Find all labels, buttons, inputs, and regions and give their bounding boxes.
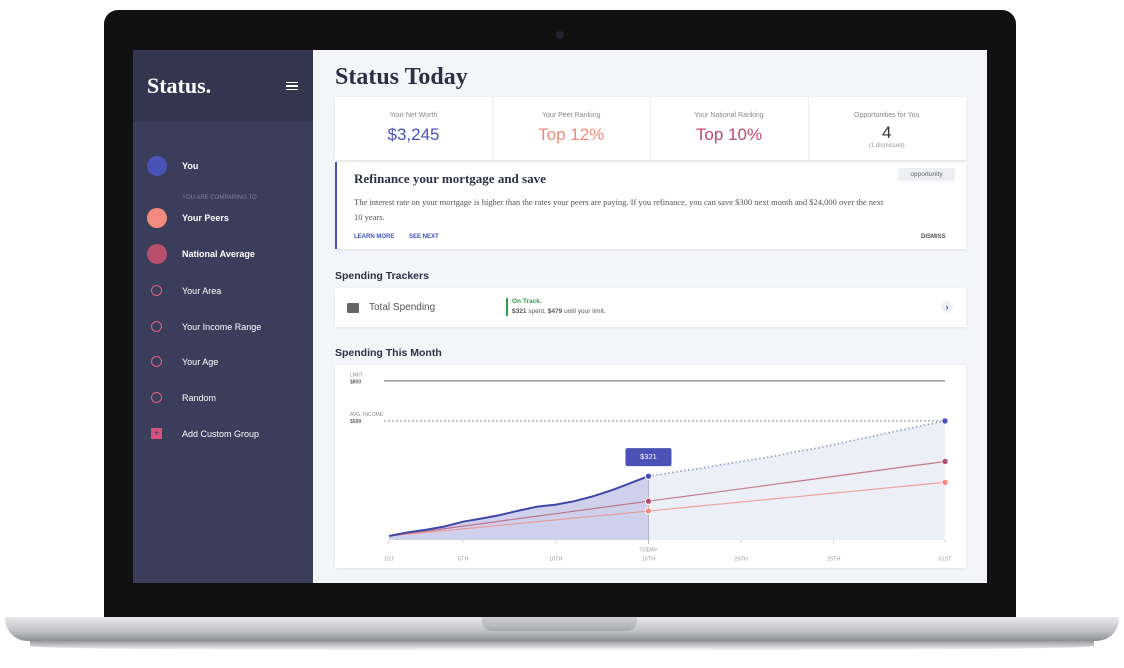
action-link[interactable]: SEE NEXT: [409, 234, 439, 240]
tracker-status: On Track.: [512, 298, 542, 305]
stat: Your National Ranking Top 10%: [651, 97, 809, 160]
opportunity-tag: opportunity: [898, 168, 955, 181]
sidebar-header: [133, 50, 313, 122]
group-dot[interactable]: [151, 285, 162, 296]
series-dot[interactable]: [147, 208, 167, 228]
tracker-icon: [347, 303, 359, 313]
group-dot[interactable]: [151, 320, 162, 332]
chart-card: [335, 365, 966, 568]
sidebar-item[interactable]: Your Area: [182, 286, 222, 296]
stat: Your Net Worth $3,245: [335, 97, 493, 160]
laptop-notch: [482, 617, 637, 631]
amount: $479: [547, 308, 563, 315]
tracker-card[interactable]: [335, 288, 966, 327]
stat-label: Your Net Worth: [389, 112, 438, 119]
opportunity-card: [335, 162, 966, 249]
text: spent,: [526, 308, 548, 315]
stat: Opportunities for You 4 (1 dismissed): [808, 97, 965, 160]
sidebar-item[interactable]: Random: [182, 393, 217, 404]
sidebar-item[interactable]: Your Income Range: [182, 321, 262, 332]
series-dot[interactable]: [147, 244, 167, 264]
stat-value: Top 10%: [695, 125, 763, 144]
sidebar-label: YOU ARE COMPARING TO: [182, 195, 257, 201]
sidebar-item[interactable]: Your Peers: [182, 213, 229, 223]
menu-bar: [286, 85, 298, 87]
group-dot[interactable]: [151, 356, 162, 368]
series-dot[interactable]: [147, 156, 167, 176]
chevron[interactable]: ›: [941, 301, 953, 313]
laptop-shadow: [30, 641, 1094, 651]
sidebar-item[interactable]: You: [182, 161, 199, 171]
section-heading: Spending Trackers: [335, 270, 429, 282]
stat-label: Your National Ranking: [694, 112, 764, 119]
amount: $321: [512, 308, 527, 315]
stat-label: Opportunities for You: [854, 112, 920, 119]
stat-value: Top 12%: [538, 125, 605, 144]
action-link[interactable]: LEARN MORE: [354, 234, 395, 240]
menu-icon[interactable]: [286, 82, 298, 90]
tracker-name: Total Spending: [369, 302, 436, 313]
stat-value: 4: [882, 123, 892, 142]
dismiss-link[interactable]: DISMISS: [921, 234, 946, 240]
section-heading: Spending This Month: [335, 347, 442, 359]
tracker-bar: [506, 298, 508, 316]
sidebar-item[interactable]: Your Age: [182, 357, 219, 368]
sidebar: [133, 50, 313, 583]
stat: Your Peer Ranking Top 12%: [493, 97, 651, 160]
stat-value: $3,245: [387, 125, 440, 144]
text: until your limit.: [562, 308, 606, 315]
stat-note: (1 dismissed): [868, 143, 905, 149]
add-icon[interactable]: +: [151, 428, 162, 439]
page-title: Status Today: [335, 64, 468, 90]
tracker-detail: $321 spent, $479 until your limit.: [512, 308, 606, 315]
opportunity-body: The interest rate on your mortgage is hi…: [354, 197, 884, 222]
stat-label: Your Peer Ranking: [541, 112, 601, 119]
opportunity-title: Refinance your mortgage and save: [354, 171, 546, 186]
camera: [556, 31, 564, 39]
group-dot[interactable]: [151, 392, 162, 404]
sidebar-item[interactable]: National Average: [182, 249, 255, 259]
sidebar-item[interactable]: Add Custom Group: [182, 429, 260, 439]
brand: Status.: [147, 73, 212, 98]
